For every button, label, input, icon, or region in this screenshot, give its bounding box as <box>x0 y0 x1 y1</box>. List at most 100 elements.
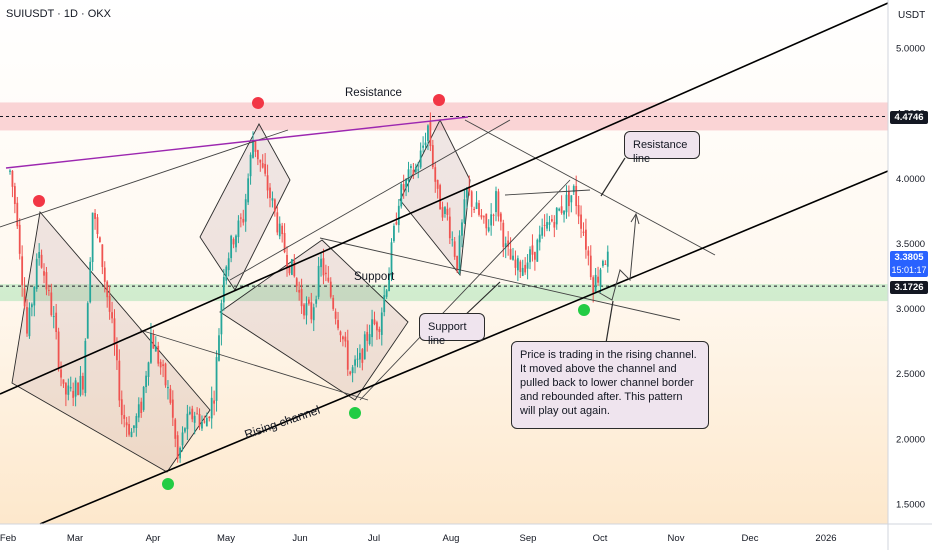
y-tick-label: 3.5000 <box>896 239 925 250</box>
candle <box>9 169 11 175</box>
currency-label[interactable]: USDT <box>898 10 926 21</box>
candle-body <box>597 276 599 283</box>
candle <box>179 446 181 463</box>
candle <box>89 257 92 304</box>
trend-line <box>229 119 511 281</box>
candle <box>113 309 116 356</box>
candle-body <box>412 169 415 176</box>
candle <box>252 131 254 159</box>
candle-body <box>397 205 400 226</box>
candle <box>203 415 206 424</box>
candle <box>198 408 201 431</box>
candle-body <box>213 400 216 404</box>
candle-body <box>524 264 527 273</box>
candle <box>55 303 58 340</box>
symbol-title[interactable]: SUIUSDT · 1D · OKX <box>6 8 111 20</box>
candle-body <box>108 295 111 312</box>
candle-body <box>203 421 206 423</box>
candle-body <box>77 382 79 396</box>
candle <box>227 252 230 277</box>
candle <box>111 301 113 324</box>
candle <box>448 207 451 245</box>
candle <box>402 174 405 199</box>
candle <box>47 284 50 296</box>
candle <box>512 247 514 261</box>
candle <box>594 268 597 293</box>
candle <box>463 188 466 224</box>
candle <box>538 225 541 251</box>
candle-body <box>40 254 43 268</box>
candle <box>38 243 41 266</box>
candle <box>237 215 240 244</box>
candle <box>592 275 595 303</box>
candle-body <box>509 248 512 260</box>
candle <box>140 397 143 418</box>
candle <box>145 370 147 394</box>
candle-body <box>419 150 422 168</box>
candle-body <box>463 199 466 223</box>
candle <box>482 215 485 224</box>
candle-body <box>492 214 495 216</box>
candle-body <box>94 213 96 219</box>
candle-body <box>322 258 325 276</box>
candle-body <box>106 281 109 298</box>
candle-body <box>91 212 94 262</box>
y-tick-label: 4.0000 <box>896 174 925 185</box>
candle-body <box>47 289 50 291</box>
candle <box>247 173 250 205</box>
candle-body <box>113 318 116 346</box>
candle <box>278 216 281 240</box>
candle <box>325 264 327 282</box>
candle <box>322 248 325 285</box>
candle <box>585 218 587 259</box>
candle <box>28 302 31 339</box>
candle-body <box>215 357 218 401</box>
candle <box>130 428 133 438</box>
candle-body <box>174 419 177 439</box>
candle <box>351 364 354 383</box>
candle-body <box>565 194 568 213</box>
projection-arrowhead <box>630 212 640 225</box>
candle-body <box>383 295 386 313</box>
candle <box>376 320 378 340</box>
candle-body <box>123 415 126 419</box>
candle-body <box>451 239 454 241</box>
candle <box>242 209 245 226</box>
candle-body <box>264 163 267 174</box>
candle <box>441 201 444 221</box>
candle-body <box>259 159 262 163</box>
candle <box>133 425 135 433</box>
candle <box>152 329 155 349</box>
purple-trend-line <box>5 116 469 169</box>
candle <box>446 202 449 221</box>
candle <box>606 245 609 273</box>
candle <box>150 322 152 364</box>
candle-body <box>385 290 388 297</box>
candle-body <box>33 286 36 306</box>
candle <box>208 415 211 422</box>
candle-body <box>602 260 604 266</box>
candle-body <box>208 417 211 419</box>
candle-body <box>349 371 352 375</box>
candle-body <box>99 237 101 242</box>
candle-body <box>249 154 252 177</box>
bottom-marker <box>578 304 590 316</box>
candle <box>62 379 65 388</box>
candle-body <box>152 334 155 349</box>
candle-body <box>363 334 366 360</box>
support-label: Support <box>354 271 395 283</box>
candle <box>565 185 568 219</box>
candle-body <box>414 167 417 173</box>
candle-body <box>79 375 82 395</box>
candle-body <box>11 170 14 187</box>
candle <box>602 259 604 268</box>
candle <box>310 292 313 324</box>
candle-body <box>43 271 45 276</box>
candle <box>465 186 468 208</box>
candle <box>582 222 585 237</box>
candle-body <box>504 243 507 248</box>
candle <box>434 161 437 193</box>
candle-body <box>332 297 335 309</box>
candle <box>342 335 344 347</box>
candle <box>205 412 208 427</box>
